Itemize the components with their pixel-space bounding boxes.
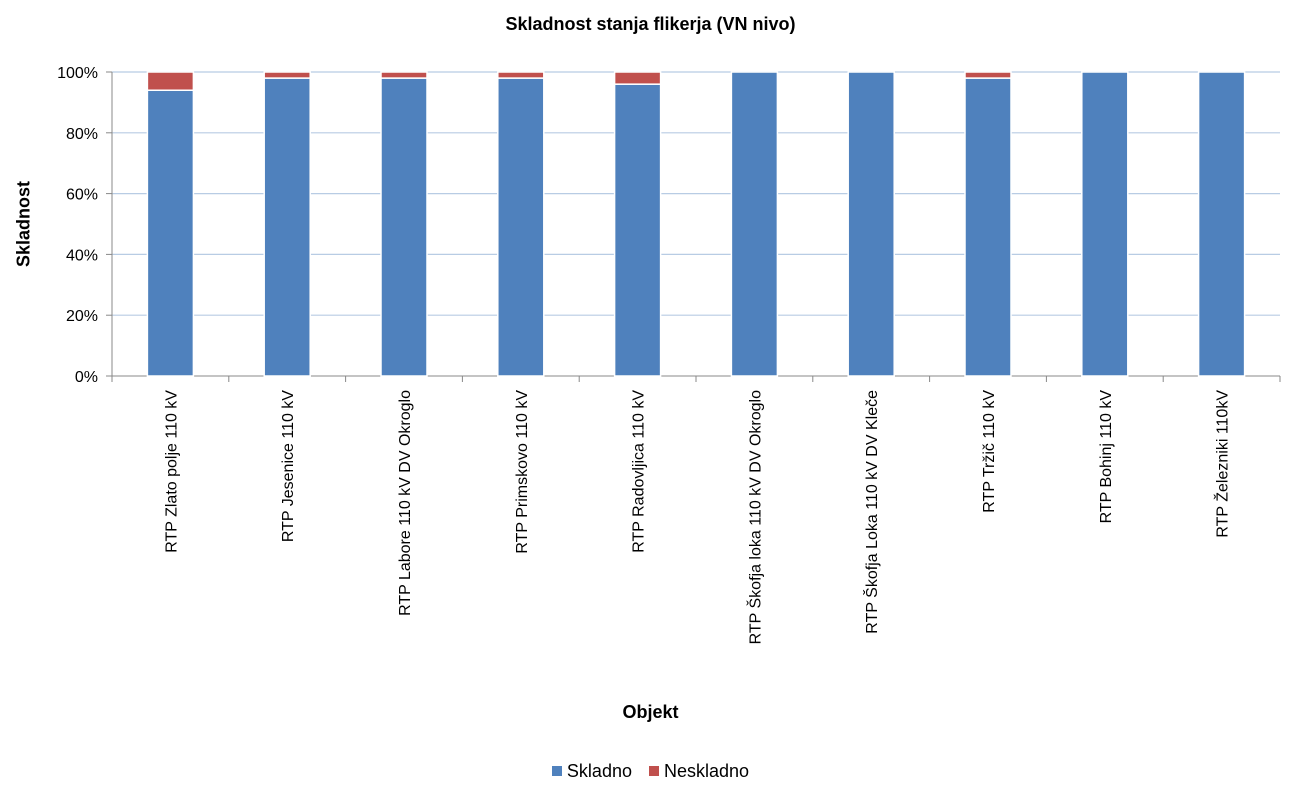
x-tick-label: RTP Jesenice 110 kV <box>280 390 297 542</box>
legend-item-neskladno: Neskladno <box>649 761 749 782</box>
bar-skladno <box>263 77 311 377</box>
bar-skladno <box>1081 71 1129 377</box>
x-tick-label: RTP Železniki 110kV <box>1213 390 1232 538</box>
y-tick-label: 40% <box>66 247 98 264</box>
y-tick-label: 0% <box>75 369 98 386</box>
legend-swatch-skladno <box>551 766 562 776</box>
bar-skladno <box>1197 71 1246 377</box>
bar-skladno <box>146 89 195 377</box>
bar-skladno <box>964 77 1012 377</box>
bar-neskladno <box>613 71 662 85</box>
x-tick-label: RTP Zlato polje 110 kV <box>163 390 180 553</box>
plot-area: 0% 20% 40% 60% 80% 100% RTP Zlato polje 110 kV… <box>57 65 1281 644</box>
bar-skladno <box>730 71 779 377</box>
x-tick-label: RTP Škofja loka 110 kV DV Okroglo <box>745 390 764 644</box>
y-tick-label: 80% <box>66 126 98 143</box>
bar-skladno <box>847 71 895 377</box>
bar-neskladno <box>263 71 311 79</box>
legend: Skladno Neskladno <box>0 760 1301 782</box>
y-tick-label: 60% <box>66 187 98 204</box>
bar-skladno <box>380 77 428 377</box>
legend-swatch-neskladno <box>649 766 659 776</box>
y-tick-label: 20% <box>66 308 98 325</box>
x-axis-title: Objekt <box>622 702 679 722</box>
x-tick-label: RTP Labore 110 kV DV Okroglo <box>397 390 414 616</box>
x-tick-label: RTP Škofja Loka 110 kV DV Kleče <box>862 390 881 634</box>
bar-skladno <box>497 77 545 377</box>
legend-item-skladno: Skladno <box>551 760 632 782</box>
x-tick-label: RTP Tržič 110 kV <box>981 390 998 513</box>
bar-neskladno <box>146 71 195 91</box>
bar-neskladno <box>964 71 1012 79</box>
bar-neskladno <box>497 71 545 79</box>
y-tick-label: 100% <box>57 65 98 82</box>
chart-title: Skladnost stanja flikerja (VN nivo) <box>505 14 796 34</box>
legend-label-neskladno: Neskladno <box>664 760 750 781</box>
x-tick-label: RTP Bohinj 110 kV <box>1098 390 1115 524</box>
bar-skladno <box>613 83 662 377</box>
x-tick-label: RTP Primskovo 110 kV <box>514 390 531 554</box>
x-tick-label: RTP Radovljica 110 kV <box>631 390 648 553</box>
legend-label-skladno: Skladno <box>566 760 632 781</box>
bar-neskladno <box>380 71 428 79</box>
